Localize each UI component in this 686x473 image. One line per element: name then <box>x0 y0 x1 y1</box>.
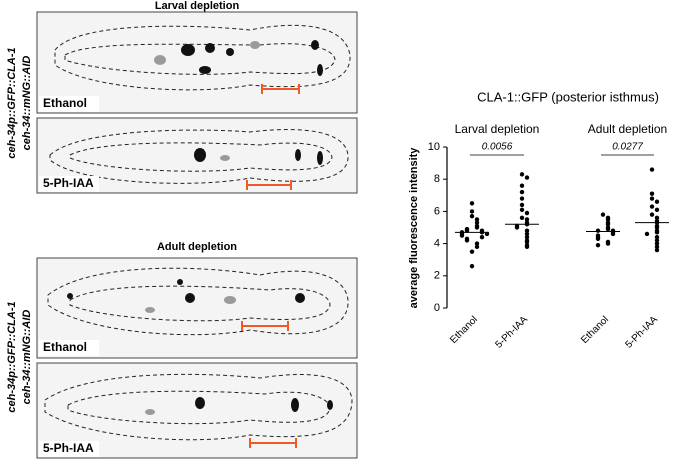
y-tick-label: 2 <box>434 270 440 282</box>
data-point <box>605 222 611 227</box>
data-point <box>649 167 655 172</box>
data-point <box>524 234 530 240</box>
genotype-label: ceh-34p::GFP::CLA-1 <box>6 47 18 158</box>
data-point <box>459 233 465 238</box>
data-point <box>519 202 525 208</box>
data-point <box>654 207 660 212</box>
data-point <box>654 247 660 253</box>
image-label: 5-Ph-IAA <box>43 441 94 455</box>
data-point <box>469 214 475 219</box>
data-point <box>519 215 525 221</box>
genotype-label: ceh-34::mNG::AID <box>21 56 33 151</box>
data-point <box>514 225 520 230</box>
data-point <box>649 212 655 217</box>
y-tick-label: 4 <box>434 238 440 250</box>
chart-title: CLA-1::GFP (posterior isthmus) <box>477 89 659 104</box>
data-point <box>654 199 660 204</box>
panel-title: Larval depletion <box>155 0 240 12</box>
data-point <box>524 175 530 180</box>
data-point <box>654 241 660 246</box>
y-tick-label: 8 <box>434 173 440 185</box>
data-point <box>649 196 655 201</box>
data-point <box>524 217 530 222</box>
data-point <box>469 249 475 254</box>
genotype-label: ceh-34p::GFP::CLA-1 <box>6 301 18 412</box>
data-point <box>519 189 525 195</box>
p-value: 0.0277 <box>612 142 643 153</box>
image-label: Ethanol <box>43 340 87 354</box>
data-point <box>469 209 475 214</box>
group-label: Adult depletion <box>588 122 667 136</box>
data-point <box>474 220 480 225</box>
data-point <box>654 238 660 243</box>
data-point <box>595 228 601 233</box>
y-tick-label: 10 <box>428 141 440 153</box>
data-point <box>469 201 475 206</box>
micrograph: Ethanol <box>36 257 358 359</box>
data-point <box>464 228 470 233</box>
data-point <box>519 207 525 212</box>
y-tick-label: 0 <box>434 302 440 314</box>
image-label: Ethanol <box>43 96 87 110</box>
micrograph: 5-Ph-IAA <box>36 362 358 459</box>
micrograph: Ethanol <box>36 11 358 114</box>
data-point <box>519 183 525 188</box>
x-tick-label: 5-Ph-IAA <box>624 314 661 351</box>
data-point <box>595 243 601 248</box>
data-point <box>649 204 655 209</box>
data-point <box>464 238 470 243</box>
data-point <box>654 234 660 240</box>
data-point <box>519 196 525 201</box>
data-point <box>474 241 480 246</box>
data-point <box>524 228 530 233</box>
data-point <box>600 212 606 217</box>
x-tick-label: Ethanol <box>579 314 611 346</box>
data-point <box>644 231 650 237</box>
micrograph: 5-Ph-IAA <box>36 117 358 194</box>
data-point <box>524 244 530 250</box>
data-point <box>610 231 616 237</box>
data-point <box>654 244 660 250</box>
data-point <box>654 230 660 235</box>
data-point <box>595 236 601 241</box>
image-label: 5-Ph-IAA <box>43 176 94 190</box>
x-tick-label: Ethanol <box>448 314 480 346</box>
data-point <box>479 234 485 240</box>
data-point <box>524 210 530 216</box>
panel-title: Adult depletion <box>157 241 237 253</box>
data-point <box>474 225 480 230</box>
data-point <box>524 239 530 245</box>
data-point <box>474 244 480 250</box>
data-point <box>474 217 480 222</box>
data-point <box>654 225 660 230</box>
data-point <box>605 226 611 232</box>
data-point <box>649 191 655 196</box>
data-point <box>469 263 475 269</box>
y-tick-label: 6 <box>434 205 440 217</box>
data-point <box>519 172 525 177</box>
data-point <box>484 231 490 237</box>
data-point <box>605 217 611 222</box>
genotype-label: ceh-34::mNG::AID <box>21 310 33 405</box>
data-point <box>605 241 611 246</box>
data-point <box>654 215 660 221</box>
y-axis-label: average fluorescence intensity <box>408 147 420 309</box>
data-point <box>524 231 530 237</box>
p-value: 0.0056 <box>482 142 513 153</box>
group-label: Larval depletion <box>455 122 540 136</box>
x-tick-label: 5-Ph-IAA <box>494 314 531 351</box>
